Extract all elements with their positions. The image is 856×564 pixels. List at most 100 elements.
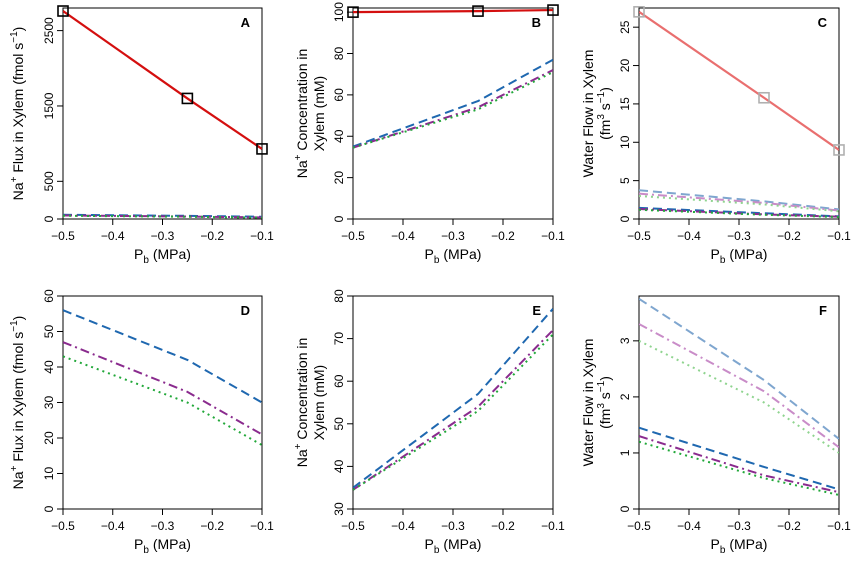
y-tick-label: 60 (332, 88, 346, 102)
series-line-model-3 (63, 355, 262, 446)
x-tick-label: −0.4 (101, 229, 125, 243)
series-line-model-3-light- (639, 194, 839, 213)
y-axis-label: Na+ Concentration in (293, 49, 310, 179)
series-line-model-1 (63, 309, 262, 404)
x-tick-label: −0.3 (441, 229, 465, 243)
y-axis-label: Na+ Concentration in (293, 338, 310, 468)
x-tick-label: −0.2 (491, 519, 515, 533)
x-axis-label: Pb (MPa) (711, 246, 768, 266)
y-tick-label: 25 (618, 20, 632, 34)
plot-frame (352, 295, 554, 510)
y-axis-label: Xylem (mM) (311, 76, 327, 151)
x-tick-label: −0.2 (491, 229, 515, 243)
series-line-model-1-light- (639, 297, 839, 440)
data-point-marker (472, 5, 484, 17)
y-tick-label: 10 (42, 467, 56, 481)
y-axis-label: Water Flow in Xylem (580, 50, 596, 178)
data-point-marker (547, 4, 559, 16)
x-tick-label: −0.2 (200, 229, 224, 243)
series-line-model-1 (353, 308, 553, 489)
y-tick-label: 70 (332, 332, 346, 346)
y-tick-label: 2 (618, 393, 632, 400)
y-tick-label: 30 (332, 502, 346, 516)
x-tick-label: −0.2 (777, 229, 801, 243)
series-line-model-1 (639, 426, 839, 491)
series-line-measured (639, 10, 839, 151)
y-axis-label: (fm3 s−1) (596, 376, 613, 429)
x-tick-label: −0.5 (627, 229, 651, 243)
y-axis-label: Na+ Flux in Xylem (fmol s−1) (9, 316, 26, 490)
y-tick-label: 80 (332, 47, 346, 61)
series-line-model-3 (63, 214, 262, 219)
data-point-marker (633, 6, 645, 18)
y-tick-label: 0 (42, 215, 56, 222)
x-tick-label: −0.3 (151, 519, 175, 533)
series-line-model-3-light- (639, 339, 839, 454)
x-tick-label: −0.5 (341, 229, 365, 243)
series-line-model-1-light- (639, 189, 839, 211)
data-point-marker (758, 91, 770, 104)
series-line-model-3 (639, 208, 839, 219)
x-tick-label: −0.1 (541, 229, 565, 243)
x-tick-label: −0.3 (727, 519, 751, 533)
y-axis-label: Water Flow in Xylem (580, 339, 596, 467)
y-tick-label: 60 (332, 374, 346, 388)
series-group (353, 8, 553, 149)
series-line-model-1 (639, 206, 839, 218)
series-group (639, 297, 839, 496)
y-tick-label: 3 (618, 337, 632, 344)
data-point-marker (347, 6, 359, 18)
series-line-model-3 (353, 71, 553, 149)
x-tick-label: −0.1 (827, 229, 851, 243)
y-tick-label: 20 (42, 431, 56, 445)
series-group (353, 308, 553, 491)
x-tick-label: −0.4 (391, 519, 415, 533)
series-line-measured (63, 10, 262, 150)
series-line-model-3 (639, 440, 839, 496)
plot-frame (62, 295, 263, 510)
y-tick-label: 1 (618, 449, 632, 456)
data-point-marker (57, 5, 69, 17)
series-group (639, 10, 839, 219)
y-axis-label: (fm3 s−1) (596, 87, 613, 140)
panel-E: −0.5 −0.4 −0.3 −0.2 −0.1 30 40 50 60 70 80 Pb (MPa)… (293, 289, 565, 556)
x-tick-label: −0.1 (541, 519, 565, 533)
panel-label: A (241, 15, 251, 30)
panel-label: D (241, 303, 250, 318)
y-tick-label: 2500 (42, 17, 56, 44)
x-axis-label: Pb (MPa) (711, 536, 768, 556)
x-axis-label: Pb (MPa) (425, 246, 482, 266)
panel-label: E (532, 303, 541, 318)
y-tick-label: 500 (42, 171, 56, 191)
series-group (63, 309, 262, 446)
x-tick-label: −0.5 (51, 229, 75, 243)
y-tick-label: 5 (618, 177, 632, 184)
x-tick-label: −0.3 (727, 229, 751, 243)
y-axis-label: Na+ Flux in Xylem (fmol s−1) (9, 27, 26, 201)
y-tick-label: 0 (618, 215, 632, 222)
x-axis-label: Pb (MPa) (134, 536, 191, 556)
plot-frame (638, 295, 840, 510)
y-tick-label: 60 (42, 289, 56, 303)
y-tick-label: 40 (42, 360, 56, 374)
y-tick-label: 20 (332, 171, 346, 185)
series-line-model-2 (63, 341, 262, 436)
y-tick-label: 20 (618, 59, 632, 73)
y-tick-label: 0 (332, 215, 346, 222)
series-line-model-2-light- (639, 323, 839, 449)
panel-D: −0.5 −0.4 −0.3 −0.2 −0.1 0 10 20 30 40 50 60 Pb (MPa… (9, 289, 274, 556)
panel-label: C (818, 15, 828, 30)
series-line-model-2 (353, 329, 553, 491)
x-tick-label: −0.3 (441, 519, 465, 533)
x-tick-label: −0.4 (391, 229, 415, 243)
panel-label: F (819, 303, 827, 318)
y-tick-label: 50 (42, 325, 56, 339)
y-tick-label: 0 (42, 505, 56, 512)
y-tick-label: 30 (42, 396, 56, 410)
x-tick-label: −0.5 (341, 519, 365, 533)
y-axis-label: Xylem (mM) (311, 365, 327, 440)
x-tick-label: −0.1 (827, 519, 851, 533)
data-point-marker (256, 143, 268, 155)
plot-frame (352, 7, 554, 220)
series-line-model-1 (353, 58, 553, 148)
